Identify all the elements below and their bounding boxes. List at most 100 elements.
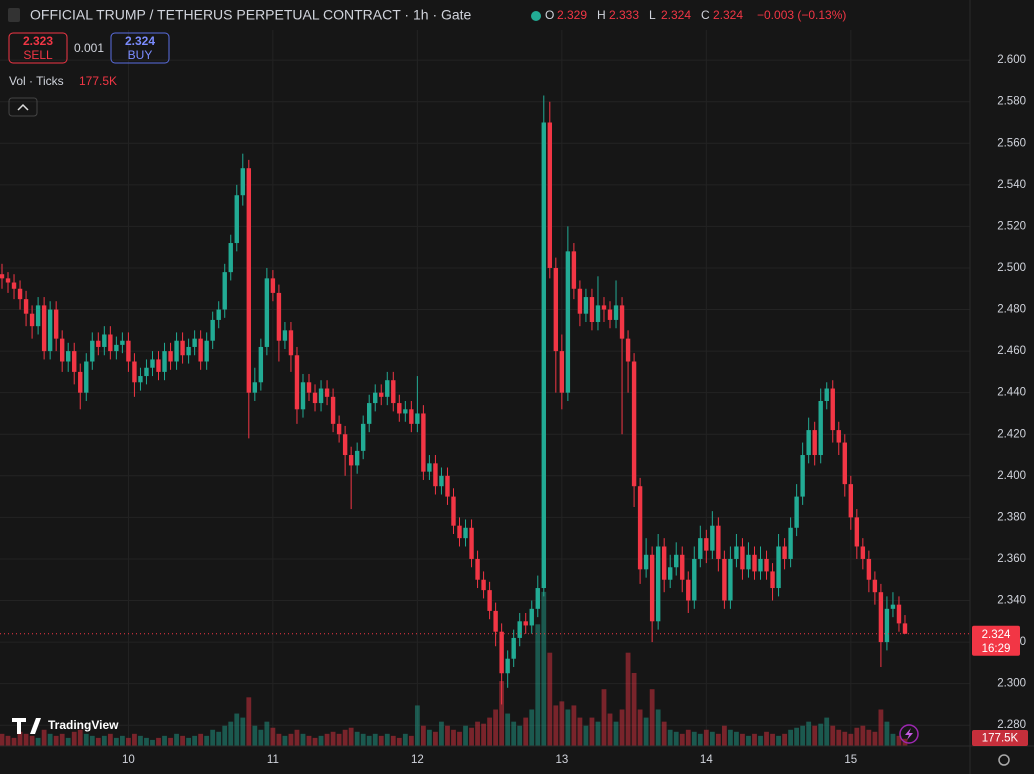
volume-bar <box>571 705 577 746</box>
collapse-icon[interactable] <box>17 103 29 111</box>
candle-body <box>288 330 294 356</box>
candle-body <box>674 554 679 568</box>
candle-body <box>710 525 715 551</box>
candle-body <box>686 579 691 601</box>
volume-bar <box>734 731 739 746</box>
symbol-icon <box>8 8 20 22</box>
sell-label[interactable]: SELL <box>23 48 53 62</box>
volume-bar <box>312 737 318 746</box>
settings-button[interactable] <box>998 754 1010 766</box>
volume-bar <box>439 721 444 746</box>
candle-body <box>186 346 191 356</box>
candle-body <box>649 554 655 622</box>
volume-bar <box>186 737 192 746</box>
lightning-button[interactable] <box>899 724 919 744</box>
candle-body <box>198 338 203 362</box>
y-tick-label: 2.360 <box>997 553 1026 565</box>
candle-body <box>162 351 167 372</box>
volume-bar <box>17 731 23 746</box>
candle-body <box>180 340 185 356</box>
volume-bar <box>300 733 306 746</box>
candle-body <box>174 340 179 362</box>
volume-bar <box>613 721 619 746</box>
sell-price[interactable]: 2.323 <box>23 34 53 48</box>
volume-bar <box>101 735 107 746</box>
volume-bar <box>607 713 613 746</box>
candle-body <box>758 558 763 572</box>
candle-body <box>192 338 197 347</box>
volume-bar <box>113 737 119 746</box>
volume-bar <box>776 735 781 746</box>
volume-bar <box>830 725 836 746</box>
candle-body <box>29 313 35 327</box>
volume-bar <box>523 717 529 746</box>
candle-body <box>625 338 631 362</box>
volume-bar <box>740 733 745 746</box>
volume-bar <box>499 681 505 746</box>
x-tick-label: 13 <box>555 754 568 766</box>
volume-bar <box>806 721 812 746</box>
y-tick-label: 2.580 <box>997 96 1026 108</box>
candle-body <box>884 608 890 643</box>
candle-body <box>475 558 480 580</box>
volume-bar <box>240 717 246 746</box>
volume-bar <box>324 733 330 746</box>
candle-body <box>336 423 342 435</box>
candle-body <box>348 455 354 466</box>
candle-body <box>240 168 245 196</box>
candle-body <box>318 388 324 404</box>
volume-bar <box>529 709 535 746</box>
volume-bar <box>511 721 517 746</box>
candle-body <box>66 351 71 362</box>
sell-button[interactable] <box>8 32 68 64</box>
volume-axis-label: 177.5K <box>982 733 1019 745</box>
volume-value: 177.5K <box>79 74 117 88</box>
candle-body <box>740 546 745 570</box>
buy-button[interactable] <box>110 32 170 64</box>
volume-bar <box>396 737 402 746</box>
ohlc-legend: O 2.329 H 2.333 L 2.324 C 2.324 <box>545 8 743 22</box>
volume-bar <box>258 729 264 746</box>
candle-body <box>704 538 709 551</box>
ohlc-value: 2.329 <box>557 8 587 22</box>
candle-body <box>300 382 306 410</box>
collapse-button[interactable] <box>8 97 38 117</box>
volume-bar <box>342 729 348 746</box>
candle-body <box>746 554 751 570</box>
volume-bar <box>228 721 234 746</box>
candle-body <box>354 450 360 466</box>
volume-bar <box>728 729 733 746</box>
candle-body <box>126 340 131 362</box>
volume-bar <box>547 652 553 746</box>
y-tick-label: 2.540 <box>997 179 1026 191</box>
volume-bar <box>481 723 486 746</box>
candle-body <box>553 267 559 352</box>
candle-body <box>282 330 288 341</box>
candle-body <box>78 371 83 393</box>
volume-bar <box>758 735 763 746</box>
candle-body <box>890 604 896 609</box>
buy-label[interactable]: BUY <box>128 48 153 62</box>
y-tick-label: 2.520 <box>997 220 1026 232</box>
volume-bar <box>709 731 715 746</box>
candle-body <box>403 409 408 414</box>
buy-price[interactable]: 2.324 <box>125 34 155 48</box>
candle-body <box>547 122 553 268</box>
candle-body <box>451 496 456 526</box>
candle-body <box>17 288 23 300</box>
candle-body <box>872 579 878 593</box>
volume-bar <box>788 729 794 746</box>
volume-bar <box>83 733 89 746</box>
volume-bar <box>752 733 757 746</box>
volume-bar <box>764 731 769 746</box>
volume-bar <box>890 733 896 746</box>
candle-body <box>643 554 649 570</box>
volume-bar <box>794 727 800 746</box>
lightning-icon[interactable] <box>905 728 913 740</box>
candle-body <box>902 623 908 634</box>
volume-bar <box>306 735 312 746</box>
volume-bar <box>132 733 137 746</box>
volume-bar <box>89 735 95 746</box>
candle-body <box>144 367 149 377</box>
